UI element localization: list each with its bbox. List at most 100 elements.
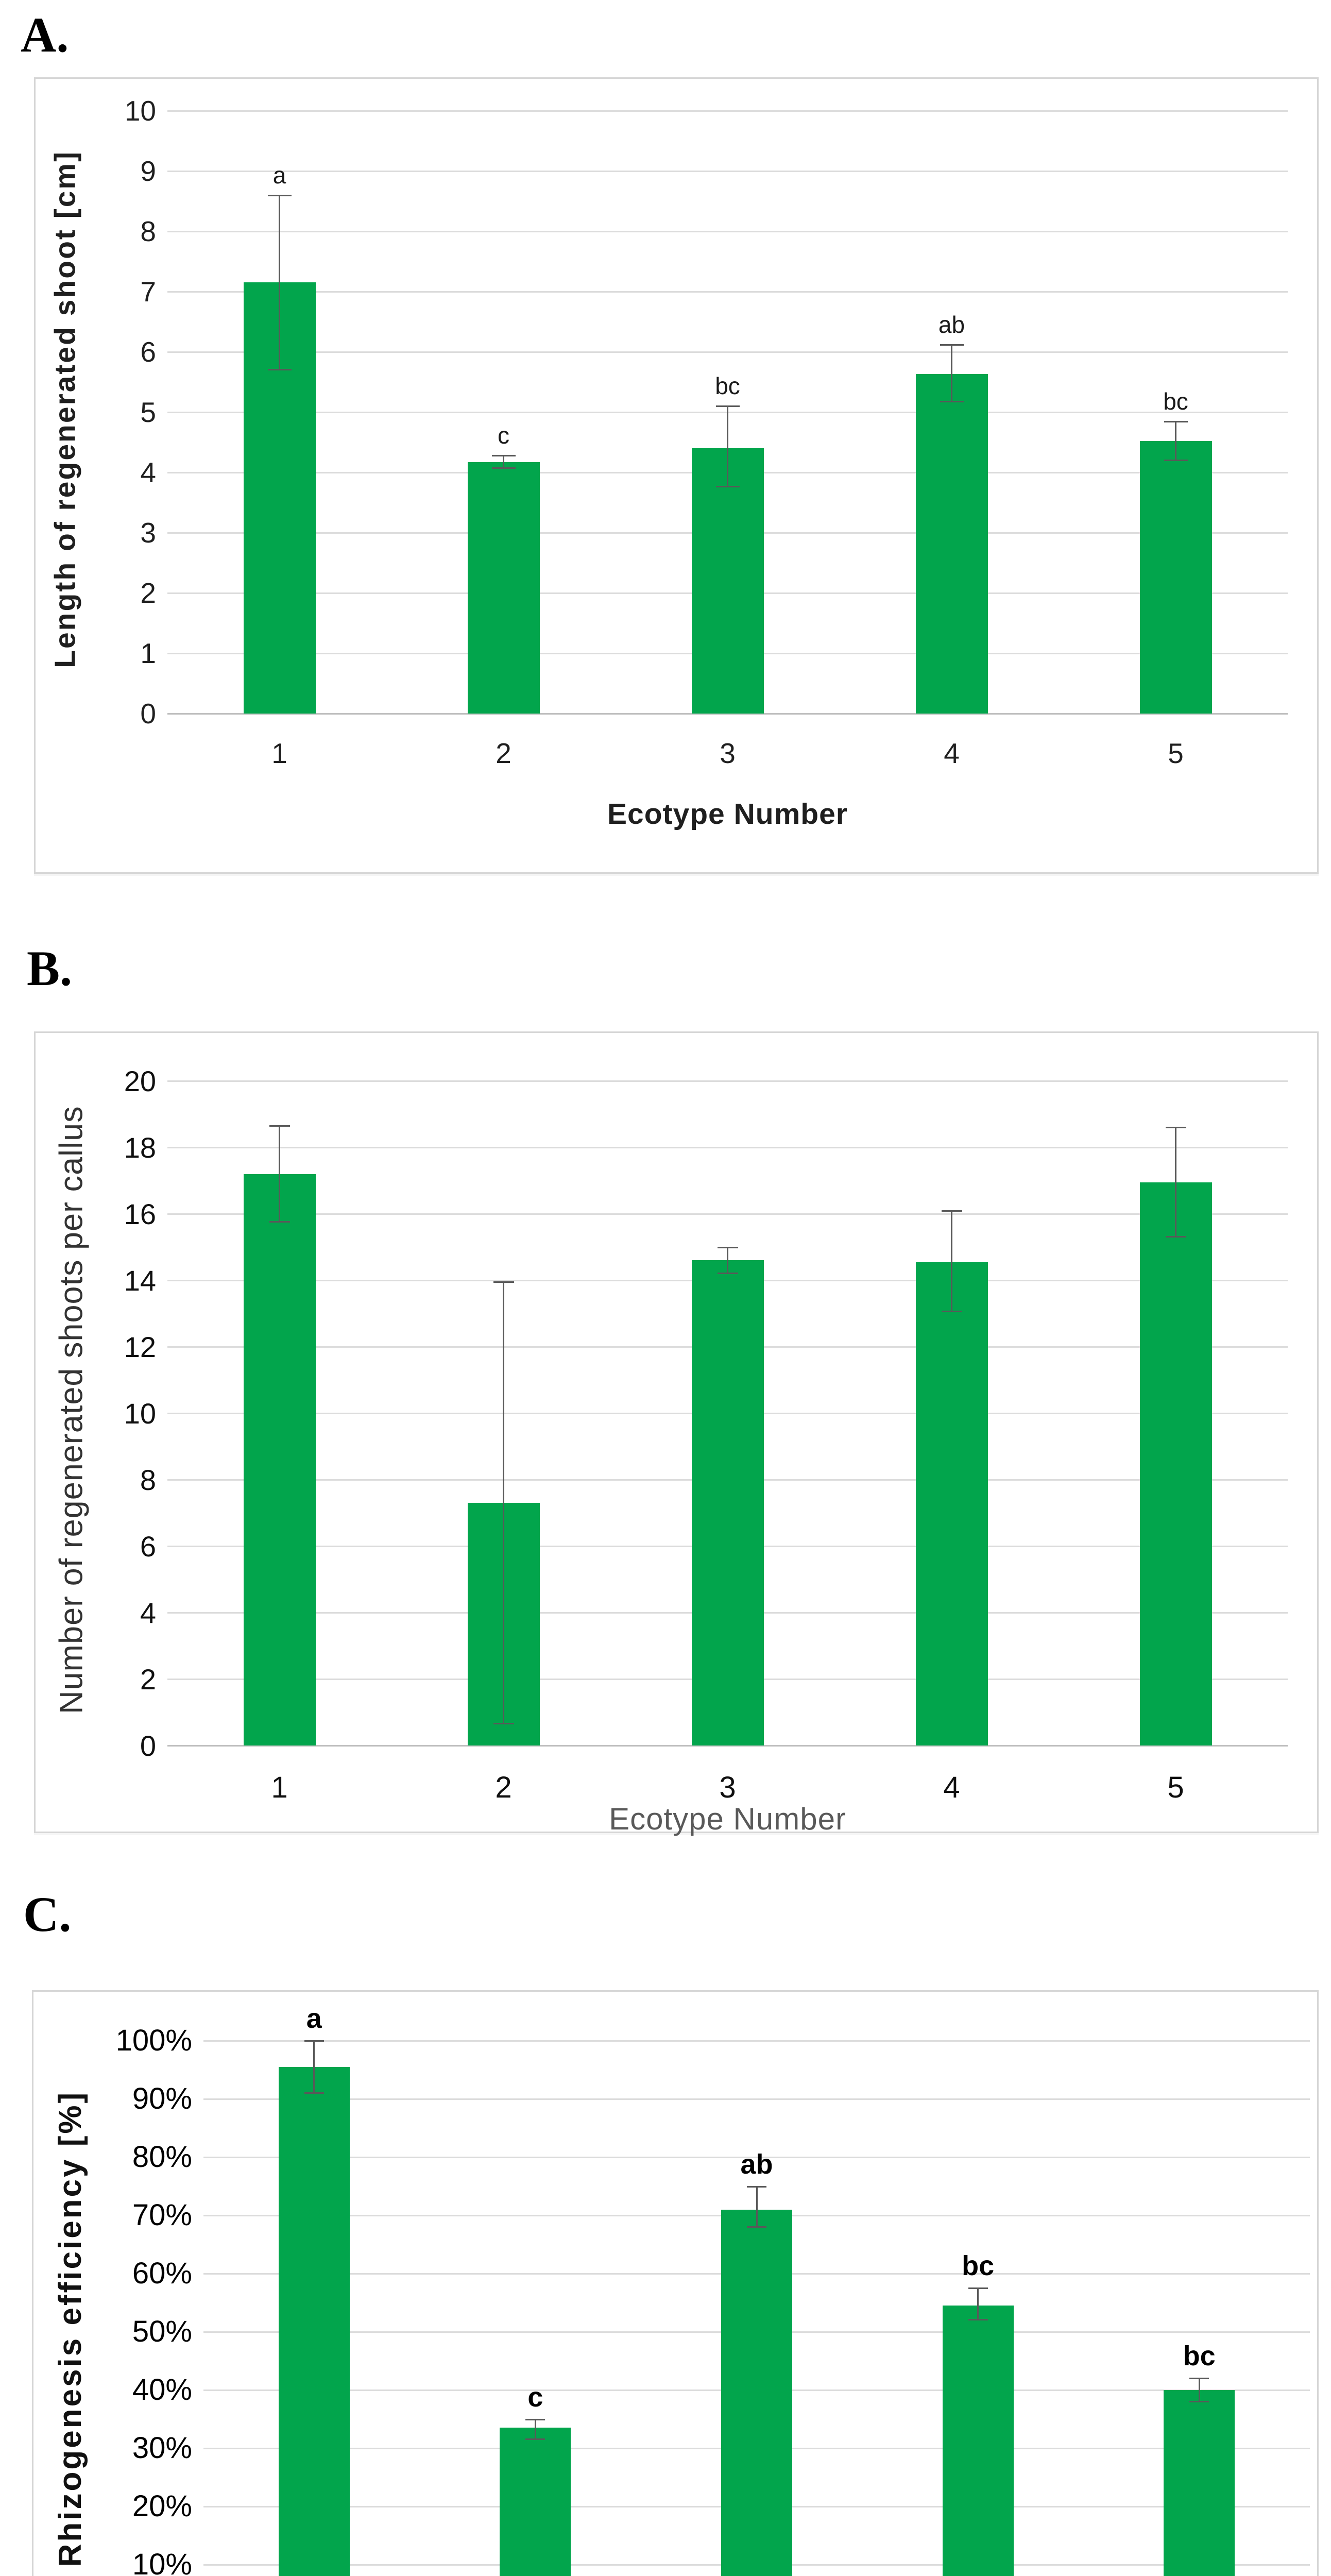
error-cap-top [269,1125,290,1127]
error-cap-top [525,2418,545,2420]
y-tick-label: 6 [140,336,156,368]
bar-chart-rhizogenesis-efficiency: 0%10%20%30%40%50%60%70%80%90%100%a1c2ab3… [32,1990,1319,2576]
gridline [167,291,1288,293]
y-tick-label: 20 [124,1064,156,1097]
significance-letter: c [498,422,509,449]
gridline [167,351,1288,353]
x-tick-label: 4 [943,1771,960,1804]
y-tick-label: 2 [140,1663,156,1696]
y-tick-label: 100% [115,2024,192,2058]
error-cap-bottom [1165,1236,1186,1238]
gridline [167,1147,1288,1148]
bar [691,1260,764,1745]
error-cap-top [493,1281,514,1283]
error-cap-bottom [717,1273,738,1275]
x-tick-label: 4 [944,737,960,769]
x-tick-label: 3 [719,1771,736,1804]
y-tick-label: 8 [140,215,156,248]
y-tick-label: 4 [140,1596,156,1629]
error-bar [313,2041,315,2093]
y-tick-label: 80% [132,2140,192,2174]
error-cap-top [304,2040,324,2042]
y-tick-label: 10 [124,1397,156,1430]
error-cap-bottom [1164,459,1188,461]
error-cap-top [747,2185,766,2188]
gridline [167,171,1288,172]
bar [721,2209,792,2576]
y-tick-label: 90% [132,2082,192,2116]
error-cap-top [715,405,740,408]
y-tick-label: 2 [140,577,156,609]
bar [500,2428,571,2576]
bar [467,462,540,714]
x-tick-label: 2 [496,737,511,769]
error-bar [727,406,728,487]
y-tick-label: 7 [140,276,156,308]
y-tick-label: 4 [140,456,156,489]
error-cap-bottom [715,486,740,488]
significance-letter: bc [1183,2341,1216,2372]
bar [1164,2390,1235,2576]
gridline [203,2157,1310,2158]
gridline [203,2040,1310,2042]
y-tick-label: 12 [124,1330,156,1363]
significance-letter: a [306,2003,322,2034]
error-cap-top [940,344,964,346]
error-cap-bottom [1189,2400,1209,2402]
y-tick-label: 10% [132,2548,192,2576]
x-tick-label: 3 [720,737,736,769]
y-tick-label: 0 [140,698,156,730]
x-tick-label: 1 [271,1771,288,1804]
y-axis-title: Number of regenerated shoots per callus [53,1106,90,1715]
error-cap-top [941,1210,962,1212]
y-axis-title: Rhizogenesis efficiency [%] [52,2090,88,2567]
error-bar [1175,421,1176,461]
x-tick-label: 5 [1168,737,1184,769]
error-bar [1175,1127,1176,1238]
bar-chart-shoots-per-callus: 0 2 4 6 8 10 12 14 16 18 20 1 2 3 4 5 Number of regenera… [34,1031,1319,1836]
panel-label-b: B. [27,941,73,996]
x-tick-label: 2 [495,1771,512,1804]
bar [278,2066,350,2576]
error-cap-bottom [940,401,964,403]
gridline [203,2098,1310,2100]
error-bar [279,195,280,370]
y-tick-label: 10 [124,95,156,127]
y-tick-label: 8 [140,1463,156,1496]
error-bar [279,1126,280,1223]
error-bar [951,1210,952,1312]
x-axis-line [167,713,1288,715]
x-tick-label: 1 [271,737,287,769]
y-tick-label: 18 [124,1131,156,1164]
x-axis-title: Ecotype Number [609,1802,846,1836]
error-cap-bottom [304,2092,324,2094]
error-cap-bottom [269,1221,290,1223]
y-tick-label: 0 [140,1729,156,1762]
gridline [167,110,1288,112]
error-bar [534,2419,536,2440]
error-cap-bottom [491,467,516,469]
error-cap-top [491,455,516,457]
y-tick-label: 70% [132,2198,192,2232]
significance-letter: bc [1163,387,1188,415]
error-bar [503,1282,504,1724]
y-tick-label: 30% [132,2431,192,2465]
error-bar [727,1247,728,1274]
significance-letter: a [272,161,286,189]
x-tick-label: 5 [1167,1771,1184,1804]
y-tick-label: 3 [140,517,156,549]
error-cap-top [717,1246,738,1248]
y-tick-label: 40% [132,2373,192,2407]
bar [1139,1182,1212,1745]
significance-letter: ab [740,2148,773,2180]
error-bar [756,2186,758,2227]
x-axis-title: Ecotype Number [607,798,848,831]
y-axis-title: Length of regenerated shoot [cm] [48,150,82,668]
significance-letter: bc [715,372,740,400]
error-cap-top [968,2287,988,2290]
y-tick-label: 5 [140,396,156,429]
gridline [167,1213,1288,1215]
y-tick-label: 1 [140,637,156,670]
bar [691,448,764,714]
significance-letter: ab [938,311,965,338]
